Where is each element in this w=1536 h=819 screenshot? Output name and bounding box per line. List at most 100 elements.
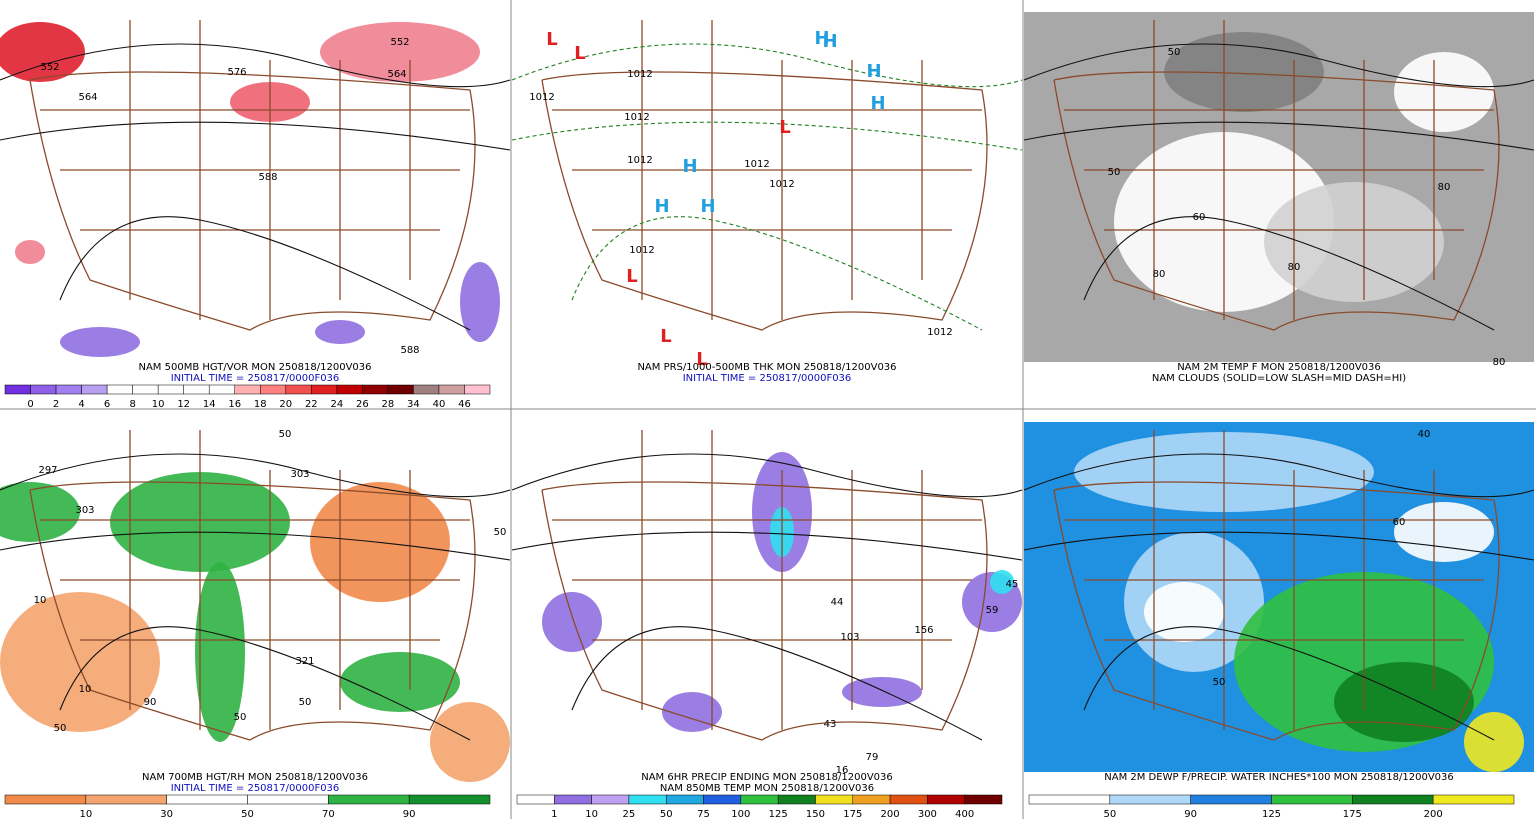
contour bbox=[1023, 43, 1535, 331]
map-shade bbox=[662, 692, 722, 732]
colorbar-label: 300 bbox=[918, 809, 937, 819]
map-label: 60 bbox=[1193, 212, 1206, 223]
colorbar-swatch bbox=[362, 384, 389, 395]
map-shade bbox=[0, 592, 160, 732]
map-label: 1012 bbox=[627, 155, 652, 166]
colorbar-label: 46 bbox=[458, 399, 471, 410]
colorbar-swatch bbox=[703, 794, 742, 805]
colorbar-label: 125 bbox=[1262, 809, 1281, 819]
colorbar-swatch bbox=[1432, 794, 1515, 805]
colorbar-swatch bbox=[336, 384, 363, 395]
map bbox=[512, 12, 1022, 362]
map-label: 79 bbox=[866, 752, 879, 763]
colorbar-label: 25 bbox=[623, 809, 636, 819]
map-label: H bbox=[866, 61, 881, 82]
map-label: 80 bbox=[1438, 182, 1451, 193]
map-label: H bbox=[814, 28, 829, 49]
map-shade bbox=[1164, 32, 1324, 112]
colorbar-label: 10 bbox=[79, 809, 92, 819]
caption: NAM 500MB HGT/VOR MON 250818/1200V036 bbox=[138, 362, 371, 373]
colorbar-label: 34 bbox=[407, 399, 420, 410]
map-shade bbox=[60, 327, 140, 357]
colorbar-swatch bbox=[413, 384, 440, 395]
colorbar-swatch bbox=[516, 794, 555, 805]
colorbar-swatch bbox=[183, 384, 210, 395]
map-shade bbox=[15, 240, 45, 264]
map-label: 50 bbox=[1213, 677, 1226, 688]
colorbar-swatch bbox=[85, 794, 167, 805]
map-shade bbox=[542, 592, 602, 652]
colorbar-label: 1 bbox=[551, 809, 557, 819]
colorbar-label: 40 bbox=[433, 399, 446, 410]
caption: NAM PRS/1000-500MB THK MON 250818/1200V0… bbox=[637, 362, 896, 373]
colorbar-swatch bbox=[55, 384, 82, 395]
map-label: 16 bbox=[836, 765, 849, 776]
map-label: 10 bbox=[34, 595, 47, 606]
colorbar-label: 10 bbox=[152, 399, 165, 410]
colorbar-label: 200 bbox=[1424, 809, 1443, 819]
caption: NAM 2M TEMP F MON 250818/1200V036 bbox=[1177, 362, 1381, 373]
colorbar-swatch bbox=[438, 384, 465, 395]
map-label: 50 bbox=[1168, 47, 1181, 58]
colorbar-label: 50 bbox=[1103, 809, 1116, 819]
map-label: 103 bbox=[840, 632, 859, 643]
colorbar-label: 8 bbox=[129, 399, 135, 410]
panel: 40 60 50 NAM 2M DEWP F/PRECIP. WATER INCHES… bbox=[1023, 422, 1535, 819]
colorbar-label: 6 bbox=[104, 399, 110, 410]
map-shade bbox=[460, 262, 500, 342]
map-label: 321 bbox=[295, 656, 314, 667]
map-label: H bbox=[654, 196, 669, 217]
map-label: 564 bbox=[387, 69, 406, 80]
panel: 50 50 60 80 80 80 80 NAM 2M TEMP F MON 250818/1… bbox=[1023, 12, 1535, 384]
colorbar-label: 14 bbox=[203, 399, 216, 410]
map-label: 80 bbox=[1493, 357, 1506, 368]
colorbar-swatch bbox=[247, 794, 329, 805]
colorbar-swatch bbox=[132, 384, 159, 395]
caption: NAM 850MB TEMP MON 250818/1200V036 bbox=[660, 783, 874, 794]
map-label: 1012 bbox=[624, 112, 649, 123]
map-label: 576 bbox=[227, 67, 246, 78]
map-label: 552 bbox=[40, 62, 59, 73]
colorbar-label: 2 bbox=[53, 399, 59, 410]
caption: INITIAL TIME = 250817/0000F036 bbox=[171, 783, 340, 794]
map-shade bbox=[195, 562, 245, 742]
colorbar-label: 22 bbox=[305, 399, 318, 410]
map-label: L bbox=[546, 29, 557, 50]
map-label: 303 bbox=[75, 505, 94, 516]
map-label: H bbox=[682, 156, 697, 177]
caption: NAM CLOUDS (SOLID=LOW SLASH=MID DASH=HI) bbox=[1152, 373, 1406, 384]
caption: NAM 2M DEWP F/PRECIP. WATER INCHES*100 M… bbox=[1104, 772, 1454, 783]
map-label: 10 bbox=[79, 684, 92, 695]
colorbar-label: 100 bbox=[731, 809, 750, 819]
caption: NAM 700MB HGT/RH MON 250818/1200V036 bbox=[142, 772, 368, 783]
colorbar-swatch bbox=[81, 384, 108, 395]
colorbar-label: 0 bbox=[27, 399, 33, 410]
map-label: 1012 bbox=[529, 92, 554, 103]
map-label: 552 bbox=[390, 37, 409, 48]
map-shade bbox=[1394, 502, 1494, 562]
colorbar-swatch bbox=[30, 384, 57, 395]
contour bbox=[0, 43, 511, 331]
colorbar-swatch bbox=[208, 384, 235, 395]
colorbar-swatch bbox=[777, 794, 816, 805]
map-label: 297 bbox=[38, 465, 57, 476]
colorbar-label: 50 bbox=[241, 809, 254, 819]
map-label: L bbox=[779, 117, 790, 138]
colorbar-swatch bbox=[166, 794, 248, 805]
map-label: H bbox=[700, 196, 715, 217]
map-label: 1012 bbox=[744, 159, 769, 170]
map-shade bbox=[0, 482, 80, 542]
colorbar-swatch bbox=[285, 384, 312, 395]
map-label: 50 bbox=[299, 697, 312, 708]
colorbar-label: 150 bbox=[806, 809, 825, 819]
colorbar-swatch bbox=[1352, 794, 1434, 805]
colorbar-label: 75 bbox=[697, 809, 710, 819]
caption: INITIAL TIME = 250817/0000F036 bbox=[171, 373, 340, 384]
colorbar-label: 16 bbox=[228, 399, 241, 410]
borders bbox=[1053, 20, 1500, 331]
colorbar-label: 125 bbox=[769, 809, 788, 819]
borders bbox=[541, 20, 988, 331]
colorbar-swatch bbox=[591, 794, 630, 805]
map-label: L bbox=[574, 43, 585, 64]
